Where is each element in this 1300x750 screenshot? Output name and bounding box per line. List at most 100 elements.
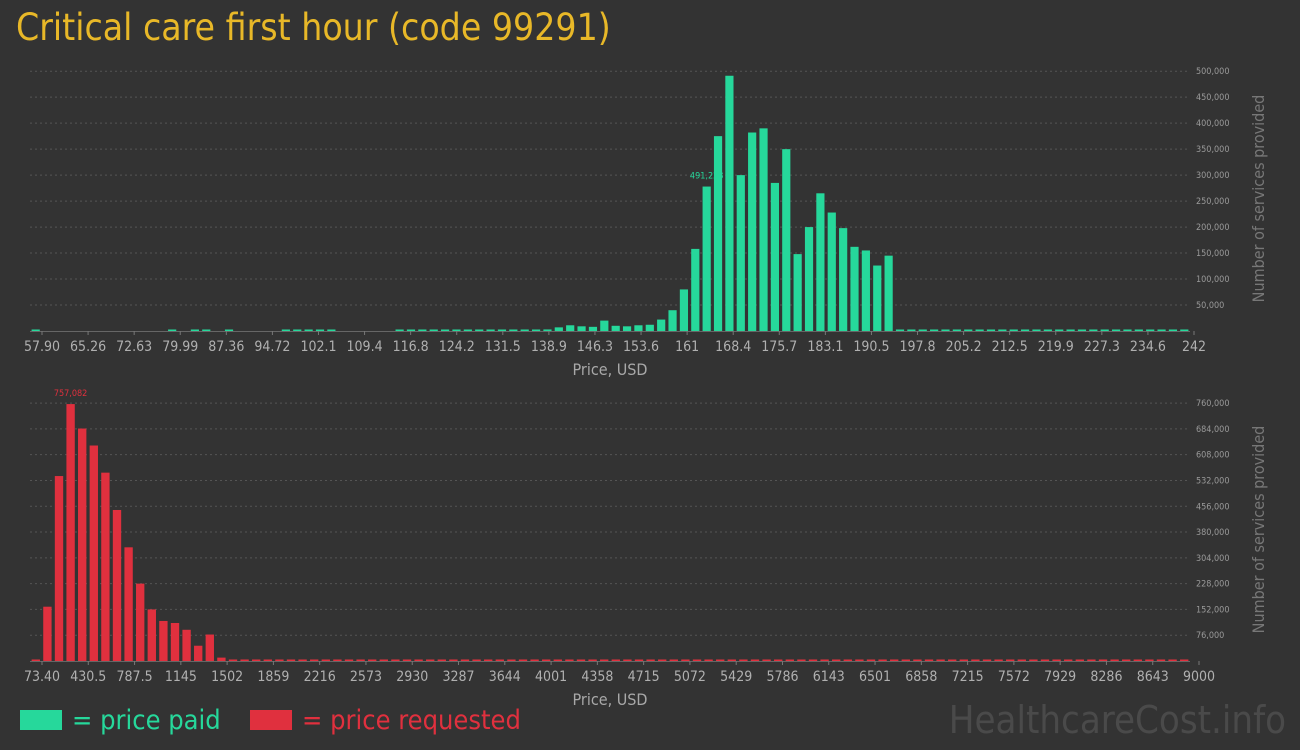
y-tick-label: 304,000 xyxy=(1196,554,1229,564)
bar xyxy=(850,246,859,331)
bar xyxy=(843,659,852,661)
bar xyxy=(727,659,736,661)
bar xyxy=(275,659,284,661)
y-axis-title: Number of services provided xyxy=(1249,426,1268,634)
bar xyxy=(147,609,156,661)
legend-price-requested: = price requested xyxy=(250,704,521,736)
bar xyxy=(1052,659,1061,661)
bar xyxy=(646,659,655,661)
bar xyxy=(368,659,377,661)
bar xyxy=(441,329,450,331)
bar xyxy=(190,329,199,331)
bar xyxy=(1180,329,1189,331)
bar xyxy=(542,659,551,661)
bar xyxy=(484,659,493,661)
y-tick-label: 450,000 xyxy=(1196,93,1229,103)
y-tick-label: 250,000 xyxy=(1196,197,1229,207)
price-paid-chart: 50,000 100,000 150,000 200,000 250,000 300,00… xyxy=(24,67,1268,379)
bar xyxy=(252,659,261,661)
bar xyxy=(495,659,504,661)
x-tick-label: 131.5 xyxy=(485,339,521,355)
bar xyxy=(31,659,40,661)
bar xyxy=(217,657,226,661)
bar xyxy=(1133,659,1142,661)
bar xyxy=(588,326,598,331)
bar xyxy=(692,659,702,661)
bar xyxy=(736,175,745,331)
x-tick-label: 87.36 xyxy=(208,339,244,355)
x-tick-label: 6858 xyxy=(905,669,937,685)
bar xyxy=(449,659,458,661)
bar xyxy=(136,583,145,661)
bar xyxy=(855,659,864,661)
bar xyxy=(101,472,110,661)
bar xyxy=(884,255,893,331)
bar xyxy=(994,659,1003,661)
bar xyxy=(1006,659,1015,661)
bar xyxy=(890,659,899,661)
bar xyxy=(716,659,725,661)
bar xyxy=(1087,659,1096,661)
bar xyxy=(964,329,973,331)
bar xyxy=(43,606,52,661)
x-tick-label: 94.72 xyxy=(254,339,290,355)
bar xyxy=(518,659,528,661)
bar xyxy=(1146,329,1155,331)
bar xyxy=(1064,659,1073,661)
x-tick-label: 2930 xyxy=(396,669,428,685)
bar xyxy=(759,128,768,331)
bar xyxy=(804,227,814,331)
x-tick-label: 65.26 xyxy=(70,339,106,355)
bar xyxy=(1032,329,1041,331)
x-tick-label: 234.6 xyxy=(1130,339,1166,355)
bar xyxy=(1145,659,1154,661)
bar xyxy=(901,659,910,661)
bar xyxy=(414,659,423,661)
legend-paid-label: = price paid xyxy=(72,704,221,736)
bar xyxy=(475,329,484,331)
bar xyxy=(1100,329,1109,331)
y-tick-label: 200,000 xyxy=(1196,223,1229,233)
x-tick-label: 2216 xyxy=(304,669,336,685)
bar xyxy=(170,622,180,661)
bar xyxy=(1077,329,1087,331)
x-tick-label: 1859 xyxy=(257,669,289,685)
bar xyxy=(895,329,905,331)
x-tick-label: 4715 xyxy=(628,669,660,685)
bar xyxy=(293,329,302,331)
x-tick-label: 146.3 xyxy=(577,339,613,355)
bar xyxy=(691,248,700,331)
x-tick-label: 4358 xyxy=(581,669,613,685)
bar xyxy=(576,659,586,661)
x-tick-label: 227.3 xyxy=(1084,339,1120,355)
bar xyxy=(168,329,177,331)
bar xyxy=(507,659,516,661)
bar xyxy=(1089,329,1098,331)
bar xyxy=(774,659,783,661)
x-tick-label: 5429 xyxy=(720,669,752,685)
bar xyxy=(959,659,968,661)
peak-data-label: 491,228 xyxy=(690,172,723,182)
y-tick-label: 350,000 xyxy=(1196,145,1229,155)
bar xyxy=(679,289,689,331)
x-tick-label: 8643 xyxy=(1137,669,1169,685)
bar xyxy=(240,659,249,661)
x-axis-title: Price, USD xyxy=(573,690,648,709)
x-tick-label: 138.9 xyxy=(531,339,567,355)
x-tick-label: 124.2 xyxy=(439,339,475,355)
x-tick-label: 79.99 xyxy=(162,339,198,355)
bar xyxy=(112,509,122,661)
bar xyxy=(725,75,734,331)
bar xyxy=(89,445,98,661)
bar xyxy=(808,659,818,661)
x-tick-label: 3287 xyxy=(442,669,474,685)
bar xyxy=(669,659,678,661)
bar xyxy=(739,659,748,661)
y-tick-label: 150,000 xyxy=(1196,249,1229,259)
bar xyxy=(321,659,330,661)
bar xyxy=(263,659,272,661)
bar xyxy=(327,329,336,331)
bar xyxy=(952,329,961,331)
bar xyxy=(611,325,620,331)
bar xyxy=(486,329,495,331)
